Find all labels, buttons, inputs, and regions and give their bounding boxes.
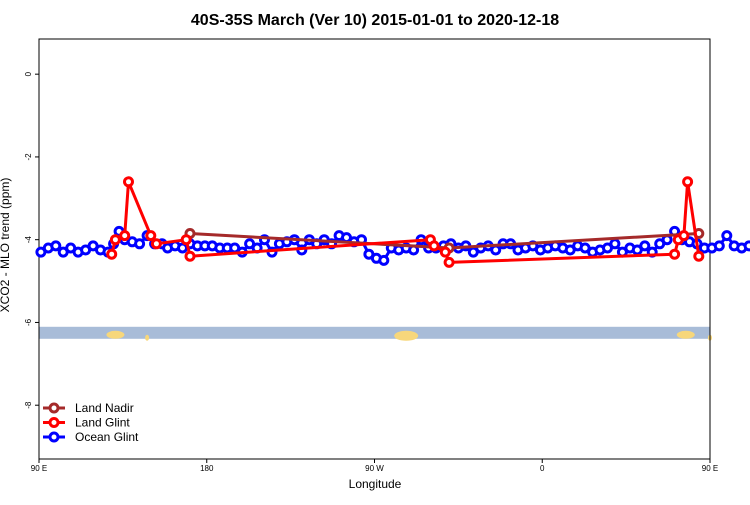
legend-marker: [48, 402, 60, 414]
data-point: [682, 176, 694, 188]
y-axis-label: XCO2 - MLO trend (ppm): [0, 178, 12, 313]
data-point: [145, 230, 157, 242]
map-land-blob: [676, 330, 695, 339]
data-point: [180, 234, 192, 246]
y-tick-label: -2: [24, 153, 33, 161]
map-ocean-band: [39, 326, 710, 339]
map-land-blob: [145, 334, 150, 341]
data-point: [109, 234, 121, 246]
legend-marker: [48, 417, 60, 428]
x-tick-label: 180: [200, 464, 214, 473]
x-axis: 90 E 180 90 W 0 90 E: [31, 459, 718, 473]
data-point: [119, 230, 131, 242]
data-point: [378, 254, 390, 266]
data-point: [490, 244, 502, 256]
y-tick-label: 0: [24, 71, 33, 76]
map-land-blob: [394, 330, 419, 341]
y-tick-label: -6: [24, 318, 33, 326]
legend-label: Land Glint: [75, 416, 130, 430]
data-point: [693, 250, 705, 262]
data-point: [439, 246, 451, 258]
data-point: [721, 230, 733, 242]
legend-marker: [48, 431, 60, 443]
series-layer: [35, 176, 750, 268]
data-point: [743, 240, 750, 252]
data-point: [669, 248, 681, 260]
x-tick-label: 0: [540, 464, 545, 473]
data-point: [609, 238, 621, 250]
data-point: [123, 176, 134, 188]
data-point: [713, 240, 725, 252]
y-axis: 0 -2 -4 -6 -8: [24, 71, 39, 409]
data-point: [443, 256, 455, 268]
legend-label: Land Nadir: [75, 401, 134, 415]
data-point: [50, 240, 62, 252]
x-axis-label: Longitude: [349, 477, 402, 491]
data-point: [639, 240, 651, 252]
data-point: [106, 248, 118, 260]
x-tick-label: 90 E: [702, 464, 718, 473]
y-tick-label: -4: [24, 236, 33, 244]
series-land-glint: [106, 176, 705, 268]
data-point: [678, 230, 690, 242]
data-point: [134, 238, 146, 250]
y-tick-label: -8: [24, 401, 33, 409]
data-point: [150, 238, 162, 250]
data-point: [428, 240, 440, 252]
data-point: [184, 250, 196, 262]
x-tick-label: 90 W: [365, 464, 384, 473]
map-strip: [39, 326, 712, 341]
map-land-blob: [106, 330, 125, 339]
legend-label: Ocean Glint: [75, 430, 139, 444]
x-tick-label: 90 E: [31, 464, 47, 473]
chart-title: 40S-35S March (Ver 10) 2015-01-01 to 202…: [191, 12, 559, 29]
